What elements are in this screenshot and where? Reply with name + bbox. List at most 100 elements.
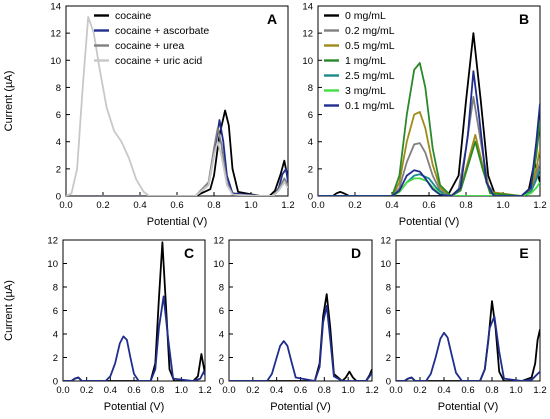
- legend-entry: cocaine + uric acid: [115, 55, 202, 67]
- series-line-3: [318, 62, 540, 196]
- series-line-1: [63, 295, 205, 381]
- legend-entry: 0.2 mg/mL: [345, 25, 395, 37]
- y-axis-label: Current (µA): [3, 280, 15, 341]
- series-line-1: [66, 119, 288, 196]
- y-tick-label: 0: [308, 192, 313, 203]
- legend-entry: cocaine + ascorbate: [115, 25, 209, 37]
- panel-label: C: [184, 245, 194, 261]
- panel-label: B: [519, 11, 529, 27]
- y-tick-label: 10: [302, 56, 313, 67]
- x-tick-label: 1.0: [496, 200, 509, 211]
- x-tick-label: 0.0: [389, 385, 402, 396]
- y-tick-label: 4: [308, 137, 313, 148]
- y-tick-label: 0: [53, 377, 58, 388]
- y-tick-label: 4: [386, 330, 391, 341]
- y-tick-label: 14: [50, 2, 61, 13]
- panel-e: 0.0 0.2 0.4 0.6 0.8 1.0 1.2 0 2 4 6 8 10 12 Potential …: [380, 236, 546, 414]
- series-group: [396, 300, 540, 381]
- y-tick-label: 12: [50, 29, 61, 40]
- x-axis-label: Potential (V): [147, 216, 208, 228]
- x-tick-label: 0.0: [222, 385, 235, 396]
- x-tick-label: 0.6: [127, 385, 140, 396]
- y-tick-label: 0: [56, 192, 61, 203]
- series-group: [63, 241, 205, 381]
- y-tick-label: 12: [380, 236, 391, 247]
- y-tick-label: 2: [386, 353, 391, 364]
- y-tick-label: 10: [380, 259, 391, 270]
- series-line-2: [318, 111, 540, 196]
- x-tick-label: 1.0: [175, 385, 188, 396]
- legend-entry: 0.5 mg/mL: [345, 40, 395, 52]
- y-tick-label: 10: [50, 56, 61, 67]
- x-tick-label: 1.2: [365, 385, 378, 396]
- y-tick-label: 6: [219, 306, 224, 317]
- y-tick-label: 2: [219, 353, 224, 364]
- y-tick-label: 4: [219, 330, 224, 341]
- series-line-0: [66, 109, 288, 196]
- x-tick-label: 0.8: [151, 385, 164, 396]
- y-tick-label: 2: [56, 164, 61, 175]
- series-line-1: [229, 304, 372, 381]
- series-line-5: [318, 177, 540, 196]
- x-tick-label: 1.2: [533, 200, 546, 211]
- panel-label: E: [519, 245, 528, 261]
- panel-label: A: [267, 11, 277, 27]
- series-line-0: [229, 293, 372, 381]
- x-tick-label: 0.0: [59, 200, 72, 211]
- y-tick-label: 10: [47, 259, 58, 270]
- x-tick-label: 0.6: [170, 200, 183, 211]
- x-tick-label: 0.6: [294, 385, 307, 396]
- x-tick-label: 1.0: [509, 385, 522, 396]
- x-axis-label: Potential (V): [270, 401, 331, 413]
- x-tick-label: 0.4: [104, 385, 117, 396]
- series-group: [66, 15, 288, 196]
- x-tick-label: 0.8: [459, 200, 472, 211]
- y-tick-label: 6: [386, 306, 391, 317]
- legend-entry: 2.5 mg/mL: [345, 70, 395, 82]
- y-tick-label: 2: [308, 164, 313, 175]
- series-line-0: [63, 241, 205, 381]
- panel-a: 0.0 0.2 0.4 0.6 0.8 1.0 1.2 0 2 4 6 8 10 12 14 Potentia…: [3, 2, 295, 229]
- y-tick-label: 6: [56, 110, 61, 121]
- x-tick-label: 0.6: [461, 385, 474, 396]
- x-tick-label: 0.4: [133, 200, 146, 211]
- x-tick-label: 1.2: [533, 385, 546, 396]
- x-tick-label: 1.2: [198, 385, 211, 396]
- y-tick-label: 6: [308, 110, 313, 121]
- x-tick-label: 0.0: [56, 385, 69, 396]
- series-line-2: [66, 127, 288, 196]
- panel-d: 0.0 0.2 0.4 0.6 0.8 1.0 1.2 0 2 4 6 8 10 12 Potential …: [213, 236, 378, 414]
- x-tick-label: 0.0: [311, 200, 324, 211]
- legend-entry: 1 mg/mL: [345, 55, 386, 67]
- legend: cocaine cocaine + ascorbate cocaine + urea…: [94, 10, 209, 67]
- y-tick-label: 12: [302, 29, 313, 40]
- y-tick-label: 8: [219, 283, 224, 294]
- series-group: [318, 32, 540, 196]
- y-tick-label: 8: [53, 283, 58, 294]
- x-tick-label: 0.2: [80, 385, 93, 396]
- y-tick-label: 12: [47, 236, 58, 247]
- legend-entry: 3 mg/mL: [345, 85, 386, 97]
- panel-b: 0.0 0.2 0.4 0.6 0.8 1.0 1.2 0 2 4 6 8 10 12 14 Potentia…: [302, 2, 546, 229]
- series-group: [229, 293, 372, 381]
- x-axis-label: Potential (V): [104, 401, 165, 413]
- legend-entry: 0.1 mg/mL: [345, 100, 395, 112]
- x-tick-label: 0.2: [348, 200, 361, 211]
- y-tick-label: 8: [386, 283, 391, 294]
- y-tick-label: 8: [56, 83, 61, 94]
- x-tick-label: 0.8: [318, 385, 331, 396]
- y-tick-label: 8: [308, 83, 313, 94]
- legend-entry: cocaine + urea: [115, 40, 184, 52]
- x-tick-label: 0.4: [437, 385, 450, 396]
- x-tick-label: 0.2: [246, 385, 259, 396]
- plot-frame: [228, 239, 373, 382]
- series-line-6: [318, 70, 540, 196]
- y-tick-label: 4: [53, 330, 58, 341]
- y-axis-label: Current (µA): [3, 71, 15, 132]
- x-axis-label: Potential (V): [399, 216, 460, 228]
- y-tick-label: 2: [53, 353, 58, 364]
- y-tick-label: 0: [219, 377, 224, 388]
- y-tick-label: 10: [213, 259, 224, 270]
- y-tick-label: 14: [302, 2, 313, 13]
